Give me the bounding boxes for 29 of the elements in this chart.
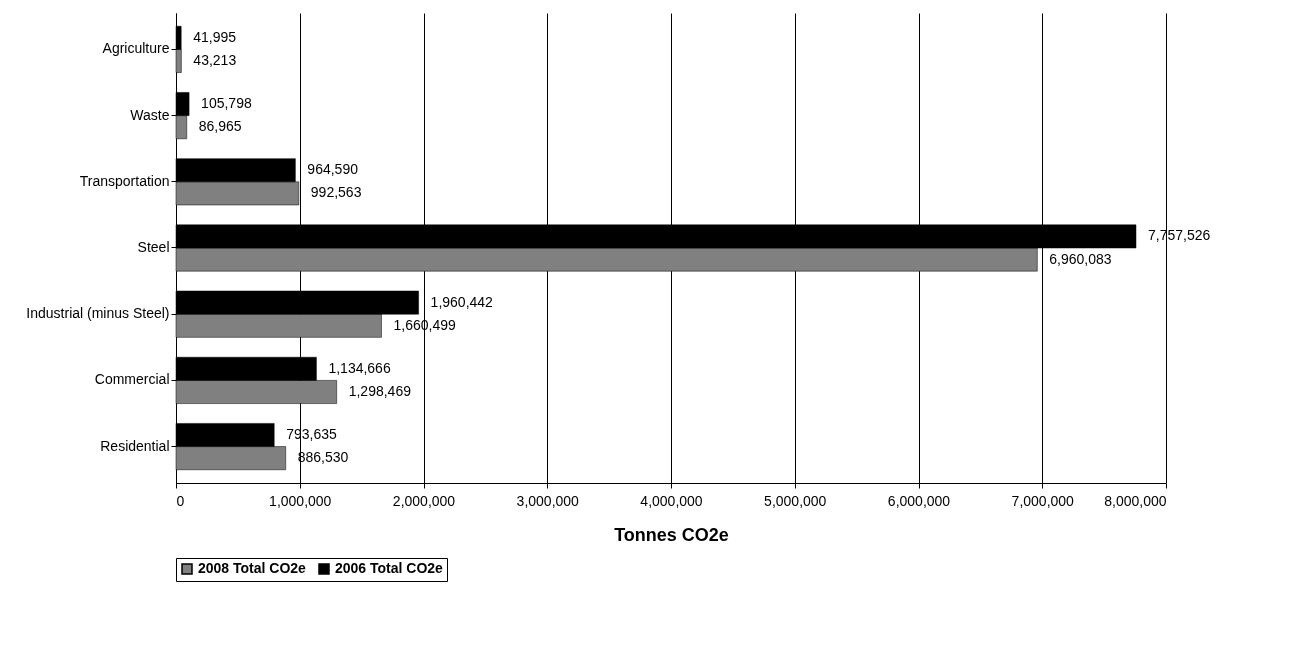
x-tick-label: 4,000,000	[640, 492, 703, 509]
data-label: 964,590	[307, 161, 359, 178]
x-tick-label: 0	[176, 492, 185, 509]
data-label: 6,960,083	[1049, 250, 1112, 267]
y-tick-label: Agriculture	[102, 40, 170, 57]
data-label: 43,213	[193, 51, 237, 68]
data-label: 105,798	[201, 95, 252, 112]
x-tick-label: 6,000,000	[887, 492, 951, 509]
x-tick-label: 3,000,000	[516, 492, 580, 509]
y-tick-label: Waste	[130, 106, 170, 123]
x-axis-title: Tonnes CO2e	[614, 524, 729, 545]
y-tick-label: Residential	[100, 437, 170, 454]
data-label: 1,134,666	[328, 359, 391, 376]
legend-label: 2006 Total CO2e	[335, 560, 444, 576]
x-tick-label: 7,000,000	[1011, 492, 1075, 509]
x-tick-label: 1,000,000	[269, 492, 332, 509]
x-tick-label: 5,000,000	[764, 492, 827, 509]
legend-label: 2008 Total CO2e	[198, 560, 307, 576]
y-tick-label: Commercial	[94, 371, 170, 388]
data-label: 86,965	[198, 118, 242, 135]
data-label: 992,563	[310, 184, 362, 201]
data-label: 1,960,442	[430, 293, 494, 310]
x-tick-label: 2,000,000	[392, 492, 456, 509]
x-tick-label: 8,000,000	[1104, 492, 1167, 509]
data-label: 1,298,469	[348, 382, 412, 399]
y-tick-label: Transportation	[79, 172, 170, 189]
y-tick-label: Steel	[137, 239, 170, 255]
data-label: 41,995	[193, 28, 237, 45]
y-tick-label: Industrial (minus Steel)	[26, 305, 170, 322]
